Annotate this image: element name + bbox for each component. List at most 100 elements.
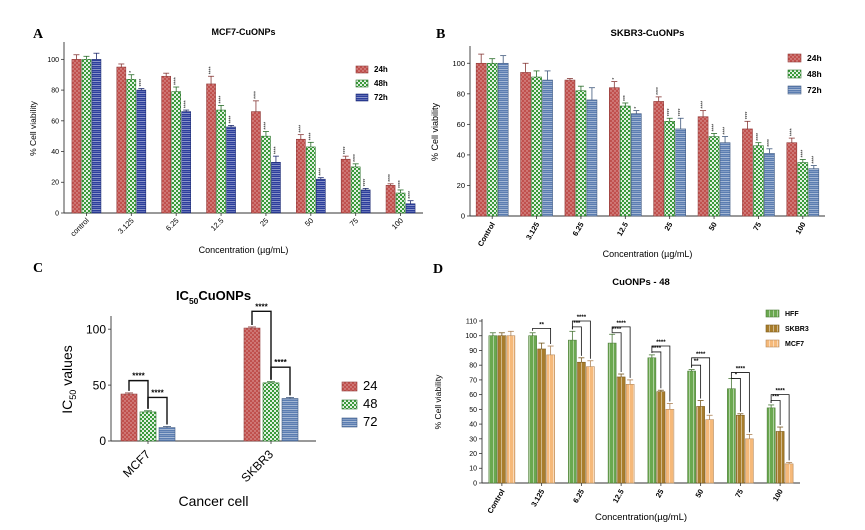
bar-48h-50 bbox=[708, 136, 720, 217]
bracket-significance-label: **** bbox=[274, 358, 287, 367]
significance-label: **** bbox=[745, 111, 751, 119]
bar-24-mcf7 bbox=[120, 393, 138, 442]
legend-swatch-24 bbox=[341, 381, 358, 392]
x-tick-label: 100 bbox=[390, 216, 405, 231]
bar-24h-6.25 bbox=[161, 75, 171, 214]
x-tick-label: 12.5 bbox=[611, 488, 626, 505]
x-tick-label: 3.125 bbox=[116, 216, 136, 236]
y-tick-label: 100 bbox=[47, 57, 59, 64]
significance-label: **** bbox=[174, 77, 180, 85]
significance-label: **** bbox=[789, 128, 795, 136]
bar-48-skbr3 bbox=[262, 382, 280, 442]
bar-72h-12.5 bbox=[226, 126, 236, 214]
bar-mcf7-12.5 bbox=[625, 384, 635, 484]
significance-label: **** bbox=[756, 133, 762, 141]
legend-swatch-24h bbox=[787, 53, 802, 63]
bar-hff-6.25 bbox=[568, 339, 577, 484]
bar-24h-12.5 bbox=[206, 83, 216, 214]
bar-48h-12.5 bbox=[216, 109, 226, 214]
chart-title: CuONPs - 48 bbox=[612, 277, 670, 288]
significance-label: **** bbox=[343, 146, 349, 154]
bar-24h-3.125 bbox=[520, 72, 531, 217]
panel-a: A MCF7-CuONPs 0 20 40 60 80 100 % Cell viability… bbox=[28, 27, 423, 255]
significance-label: **** bbox=[398, 180, 404, 188]
y-tick-label: 110 bbox=[466, 318, 477, 325]
comparison-bracket bbox=[611, 326, 631, 378]
x-axis-label: Concentration(µg/mL) bbox=[595, 512, 687, 523]
significance-label: **** bbox=[308, 132, 314, 140]
y-axis-label: % Cell viability bbox=[28, 100, 38, 156]
panel-b: B SKBR3-CuONPs 0 20 40 60 80 100 % Cell viabilit… bbox=[430, 27, 825, 259]
y-tick-label: 70 bbox=[469, 377, 477, 384]
y-tick-label: 50 bbox=[469, 407, 477, 414]
bar-skbr3-12.5 bbox=[616, 376, 626, 484]
bar-mcf7-75 bbox=[745, 438, 754, 484]
comparison-bracket bbox=[730, 376, 741, 412]
legend-swatch-24h bbox=[355, 65, 369, 74]
y-axis-label-subscript: 50 bbox=[68, 390, 78, 400]
significance-label: **** bbox=[767, 139, 773, 147]
comparison-bracket bbox=[730, 372, 750, 433]
bar-hff-12.5 bbox=[607, 342, 617, 484]
significance-label: **** bbox=[363, 179, 369, 187]
significance-label: **** bbox=[184, 100, 190, 108]
bracket-significance-label: **** bbox=[132, 372, 145, 381]
comparison-bracket bbox=[270, 366, 291, 396]
significance-label: **** bbox=[209, 66, 215, 74]
bar-72h-control bbox=[497, 62, 509, 217]
chart-title: IC50CuONPs bbox=[176, 288, 251, 306]
bracket-significance-label: **** bbox=[255, 302, 268, 311]
comparison-bracket bbox=[128, 379, 149, 409]
legend-swatch-mcf7 bbox=[765, 339, 780, 348]
bar-skbr3-6.25 bbox=[577, 361, 586, 484]
significance-label: **** bbox=[388, 174, 394, 182]
bar-24h-control bbox=[475, 62, 487, 217]
bar-72h-75 bbox=[764, 153, 775, 217]
bar-48h-3.125 bbox=[531, 76, 542, 217]
x-tick-label: 75 bbox=[348, 216, 360, 228]
y-tick-label: 20 bbox=[469, 451, 477, 458]
x-tick-label: 100 bbox=[793, 221, 807, 236]
bracket-significance-label: *** bbox=[573, 321, 581, 327]
chart-title: SKBR3-CuONPs bbox=[611, 28, 685, 39]
bar-48h-6.25 bbox=[171, 91, 181, 214]
bar-48h-100 bbox=[797, 162, 809, 217]
significance-label: **** bbox=[253, 91, 259, 99]
bracket-significance-label: **** bbox=[736, 367, 746, 373]
x-axis-label: Concentration (µg/mL) bbox=[199, 245, 289, 255]
x-tick-label: 6.25 bbox=[571, 221, 586, 238]
x-tick-label: 12.5 bbox=[615, 221, 630, 238]
legend-label-72h: 72h bbox=[374, 93, 388, 102]
panel-letter: D bbox=[433, 262, 443, 277]
legend-swatch-skbr3 bbox=[765, 324, 780, 333]
y-tick-label: 80 bbox=[469, 363, 477, 370]
significance-label: **** bbox=[723, 127, 729, 135]
chart-title: MCF7-CuONPs bbox=[211, 27, 275, 37]
y-axis-label: % Cell viability bbox=[433, 374, 443, 430]
legend-label-24h: 24h bbox=[807, 53, 822, 63]
bar-24-skbr3 bbox=[243, 327, 261, 442]
y-tick-label: 30 bbox=[469, 436, 477, 443]
bar-48h-3.125 bbox=[126, 79, 137, 214]
x-tick-label: 12.5 bbox=[209, 216, 226, 233]
y-tick-label: 20 bbox=[51, 180, 59, 187]
significance-label: **** bbox=[318, 168, 324, 176]
bracket-significance-label: ** bbox=[539, 322, 544, 328]
bar-hff-50 bbox=[687, 370, 696, 484]
bar-skbr3-75 bbox=[736, 414, 745, 484]
bar-72h-25 bbox=[675, 128, 686, 217]
bracket-significance-label: **** bbox=[656, 340, 666, 346]
comparison-bracket bbox=[147, 396, 168, 425]
x-tick-label: Control bbox=[476, 221, 497, 249]
bar-72h-50 bbox=[316, 178, 326, 214]
bar-48h-75 bbox=[753, 145, 764, 217]
y-tick-label: 100 bbox=[86, 322, 106, 336]
bar-mcf7-3.125 bbox=[546, 354, 555, 484]
x-tick-label: 25 bbox=[258, 216, 270, 228]
legend-label-24h: 24h bbox=[374, 65, 388, 74]
bar-72h-6.25 bbox=[181, 111, 191, 214]
chart-title-main: IC bbox=[176, 288, 190, 303]
y-tick-label: 0 bbox=[99, 434, 106, 448]
y-tick-label: 80 bbox=[457, 89, 465, 98]
